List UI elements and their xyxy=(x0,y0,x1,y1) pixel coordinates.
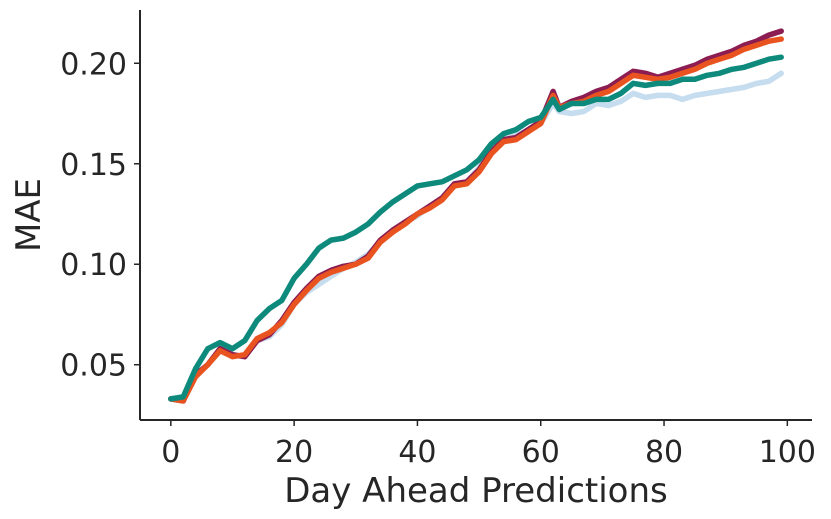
series-line-1 xyxy=(168,70,784,404)
x-tick-label: 80 xyxy=(645,435,683,470)
y-axis-ticks: 0.05 0.10 0.15 0.20 xyxy=(60,47,140,384)
y-tick-label: 0.15 xyxy=(60,148,127,183)
series-line-4 xyxy=(168,54,784,402)
x-tick-label: 100 xyxy=(759,435,816,470)
y-tick-label: 0.05 xyxy=(60,349,127,384)
series-line-3 xyxy=(168,36,784,404)
y-tick-label: 0.20 xyxy=(60,47,127,82)
series-layer xyxy=(168,28,784,404)
x-axis-title: Day Ahead Predictions xyxy=(284,471,668,511)
x-tick-label: 0 xyxy=(161,435,180,470)
series-line-2 xyxy=(168,28,784,404)
y-axis-title: MAE xyxy=(9,178,49,252)
x-axis-ticks: 0 20 40 60 80 100 xyxy=(161,420,816,470)
x-tick-label: 20 xyxy=(275,435,313,470)
x-tick-label: 60 xyxy=(522,435,560,470)
x-tick-label: 40 xyxy=(398,435,436,470)
y-tick-label: 0.10 xyxy=(60,248,127,283)
